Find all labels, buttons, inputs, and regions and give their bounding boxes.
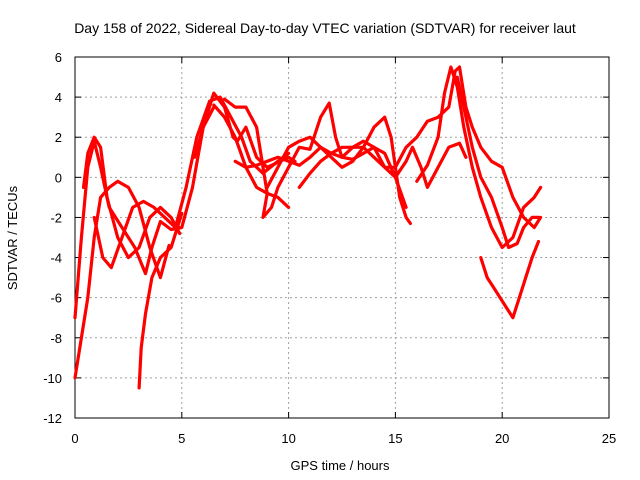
x-tick-label: 10 (281, 431, 295, 446)
series-sat-b (73, 179, 171, 380)
series-sat-l (415, 65, 543, 250)
x-tick-label: 25 (602, 431, 616, 446)
series-sat-i (233, 139, 468, 189)
y-tick-label: -4 (50, 251, 62, 266)
series-sat-k (297, 65, 543, 230)
y-tick-label: -6 (50, 291, 62, 306)
y-tick-label: -2 (50, 210, 62, 225)
series-sat-c (81, 135, 182, 260)
chart-title: Day 158 of 2022, Sidereal Day-to-day VTE… (74, 20, 576, 36)
axis-ticks: 0 5 10 15 20 25 -12 -10 -8 -6 -4 -2 0 2 4 6 (43, 50, 616, 446)
y-tick-label: 0 (55, 170, 62, 185)
y-tick-label: -10 (43, 371, 62, 386)
x-axis-label: GPS time / hours (291, 458, 390, 473)
y-tick-label: -12 (43, 411, 62, 426)
y-tick-label: 2 (55, 130, 62, 145)
x-tick-label: 20 (495, 431, 509, 446)
x-tick-label: 5 (178, 431, 185, 446)
series-sat-n (479, 239, 541, 320)
series-sat-m (455, 75, 541, 250)
series-sat-j (265, 115, 412, 226)
series-sat-d (92, 95, 291, 270)
data-series (73, 65, 543, 390)
y-tick-label: 4 (55, 90, 62, 105)
y-tick-label: -8 (50, 331, 62, 346)
x-tick-label: 15 (388, 431, 402, 446)
plot-frame (74, 56, 610, 419)
y-tick-label: 6 (55, 50, 62, 65)
series-sat-e (137, 211, 184, 390)
series-sat-f (193, 91, 297, 169)
series-sat-a (73, 105, 216, 320)
y-axis-label: SDTVAR / TECUs (5, 185, 20, 290)
grid (75, 57, 609, 418)
x-tick-label: 0 (71, 431, 78, 446)
